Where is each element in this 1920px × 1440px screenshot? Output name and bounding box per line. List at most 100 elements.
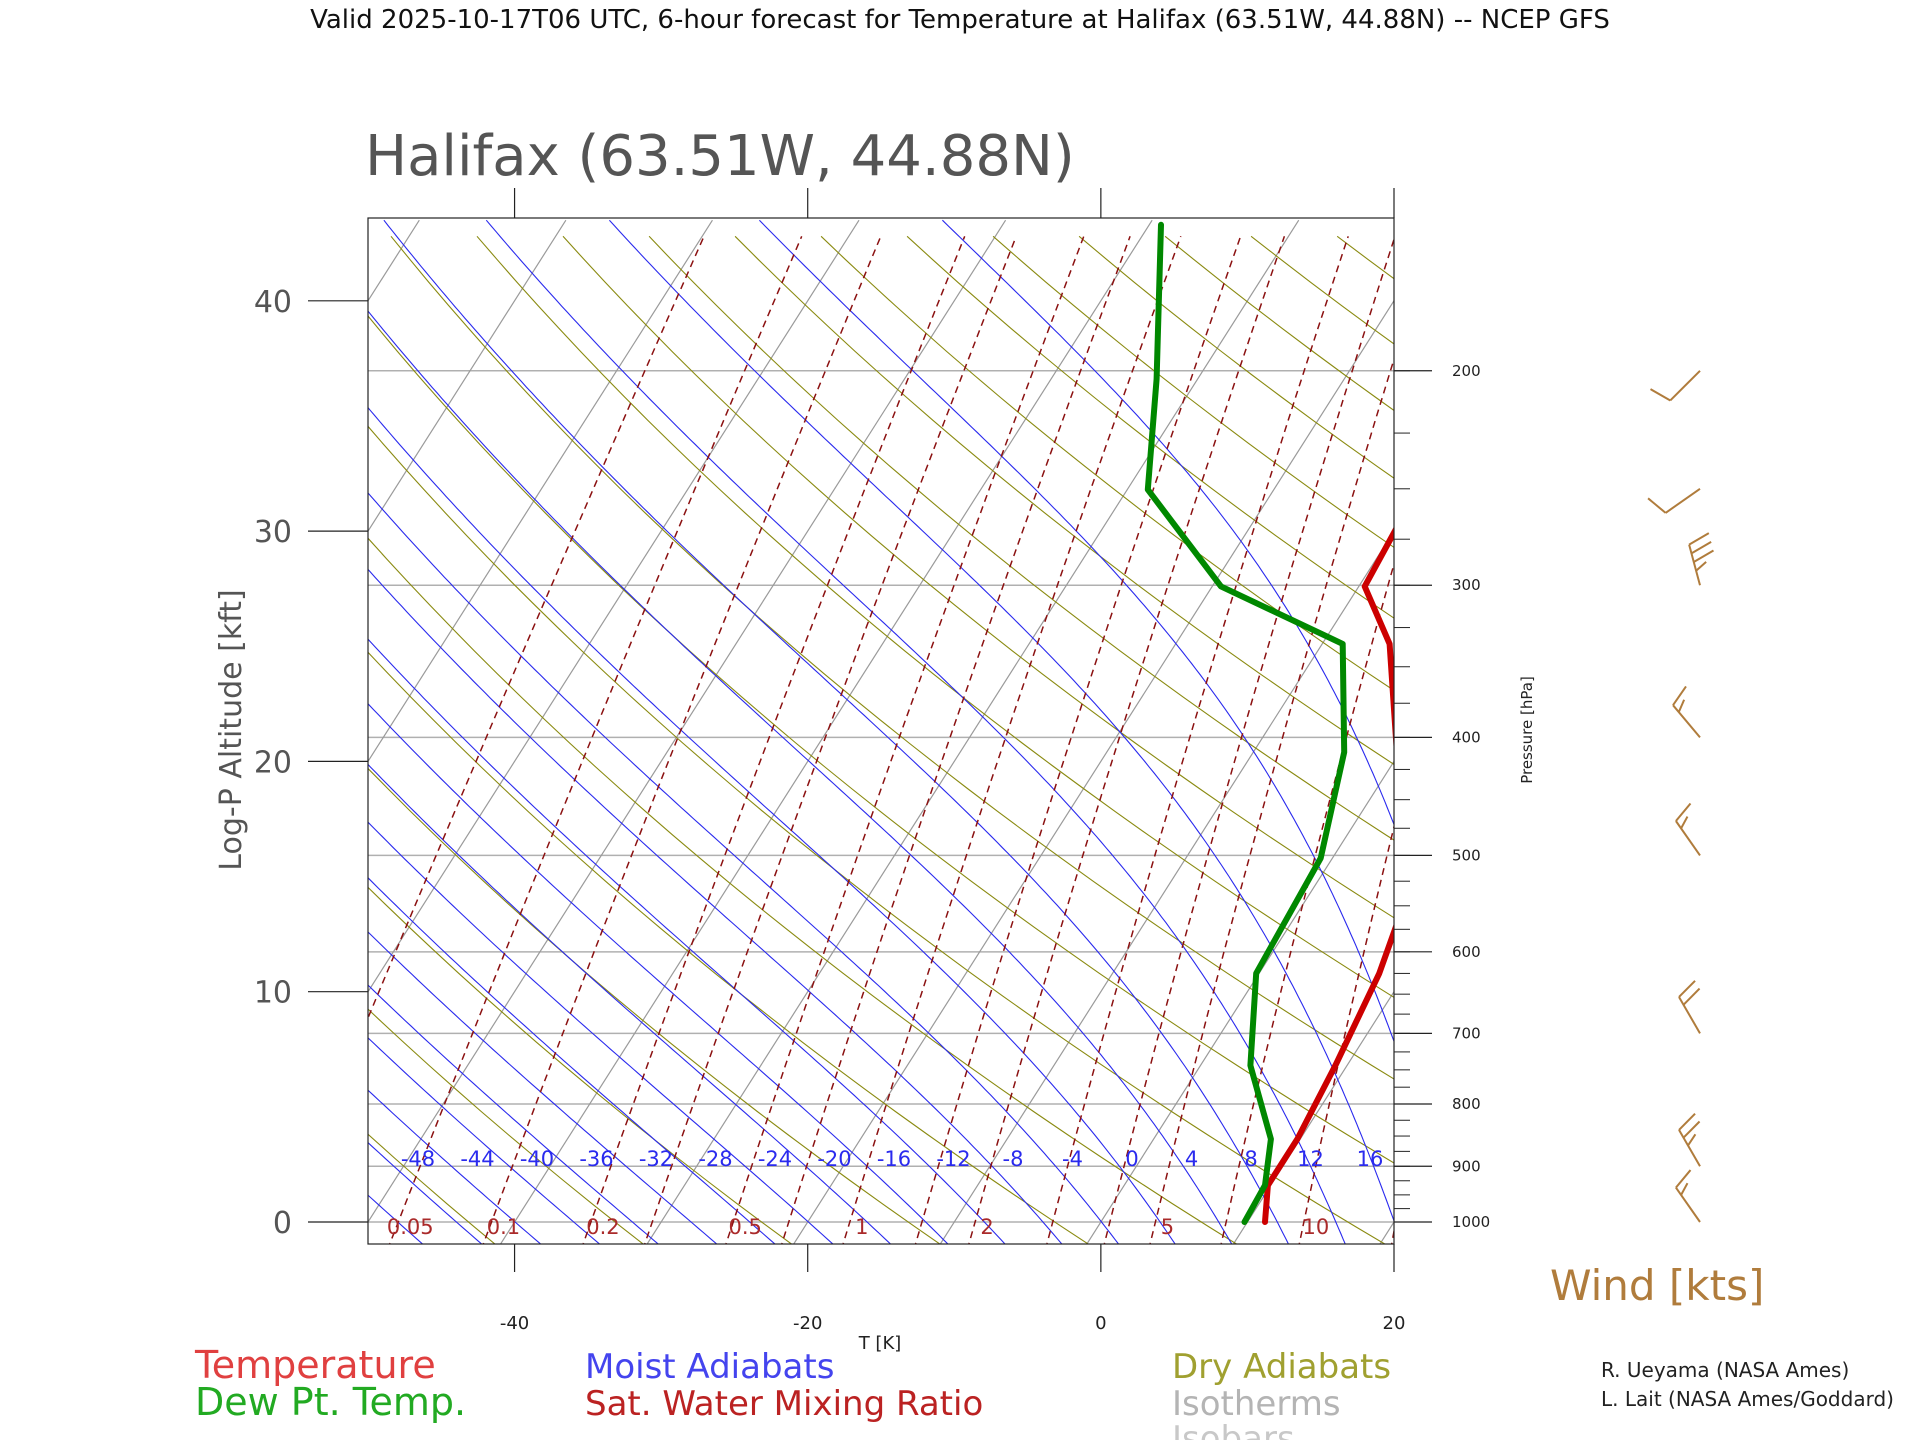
wind-barb-staff <box>1665 487 1701 514</box>
x-tick-label: 20 <box>1383 1313 1406 1334</box>
dry-adiabat <box>368 1133 496 1244</box>
moist-adiabat <box>368 310 1233 1244</box>
credit-line-1: R. Ueyama (NASA Ames) <box>1601 1358 1849 1382</box>
mixing-ratio-line <box>482 236 882 1244</box>
moist-adiabat-label: -20 <box>817 1147 851 1171</box>
legend-dry-adiabats: Dry Adiabats <box>1172 1347 1391 1387</box>
moist-adiabat <box>368 1037 601 1244</box>
moist-adiabat <box>368 1089 542 1244</box>
moist-adiabat <box>942 219 1394 826</box>
legend-isobars: Isobars <box>1172 1419 1295 1440</box>
wind-barb-feather <box>1690 540 1712 555</box>
page-header: Valid 2025-10-17T06 UTC, 6-hour forecast… <box>310 5 1610 35</box>
wind-barb-feather <box>1678 980 1696 998</box>
dry-adiabat <box>1164 235 1394 412</box>
moist-adiabat <box>368 877 776 1244</box>
moist-adiabat-label: 4 <box>1185 1147 1198 1171</box>
dry-adiabat <box>0 236 353 1249</box>
isotherm-line <box>1523 220 1920 1249</box>
moist-adiabat-label: -4 <box>1062 1147 1083 1171</box>
isotherm-line <box>939 529 1394 1244</box>
wind-barb-staff <box>1678 1129 1701 1167</box>
wind-barb-feather <box>1672 685 1687 706</box>
mixing-ratio-label: 10 <box>1303 1215 1330 1239</box>
dry-adiabat <box>1423 236 1920 1249</box>
pressure-tick-label: 800 <box>1452 1095 1481 1113</box>
wind-barb-feather <box>1695 561 1707 572</box>
wind-barb <box>1647 487 1701 514</box>
moist-adiabat <box>0 756 193 1251</box>
dry-adiabat <box>906 235 1394 619</box>
pressure-tick-label: 200 <box>1452 362 1481 380</box>
dry-adiabat <box>1509 236 1920 1249</box>
mixing-ratio-line <box>968 236 1286 1244</box>
isotherm-line <box>1086 760 1394 1244</box>
isotherm-line <box>499 219 1153 1244</box>
moist-adiabat-labels: -48 -44 -40 -36 -32 -28 -24 -20 -16 -12 -8 -4 0 4 8 12 1… <box>401 1147 1384 1171</box>
chart-axes: -40 -20 0 200102030402003004005006007008009… <box>254 188 1490 1334</box>
y-tick-label: 20 <box>254 745 292 780</box>
moist-adiabat-label: -32 <box>639 1147 673 1171</box>
x-tick-label: -40 <box>500 1313 529 1334</box>
wind-barb-feather <box>1682 987 1701 1006</box>
dry-adiabat <box>368 886 793 1244</box>
dry-adiabat <box>1853 236 1920 1249</box>
pressure-tick-label: 400 <box>1452 728 1481 746</box>
moist-adiabat-label: -44 <box>460 1147 494 1171</box>
dry-adiabat <box>368 537 1238 1244</box>
moist-adiabat <box>368 703 949 1244</box>
dry-adiabat <box>0 236 204 1249</box>
wind-barb-feather <box>1675 1169 1692 1189</box>
legend-mixing-ratio: Sat. Water Mixing Ratio <box>585 1384 983 1424</box>
wind-barb <box>1650 370 1701 402</box>
moist-adiabat <box>485 219 1346 1244</box>
credit-line-2: L. Lait (NASA Ames/Goddard) <box>1601 1387 1894 1411</box>
wind-barb-staff <box>1678 996 1701 1034</box>
wind-barb <box>1678 980 1701 1034</box>
moist-adiabat <box>759 219 1394 1043</box>
pressure-axis-label: Pressure [hPa] <box>1518 676 1536 784</box>
dry-adiabat <box>368 651 1090 1244</box>
moist-adiabat-label: -36 <box>579 1147 613 1171</box>
pressure-tick-label: 900 <box>1452 1157 1481 1175</box>
moist-adiabat <box>368 763 892 1244</box>
dry-adiabat <box>368 767 941 1244</box>
moist-adiabat-label: -28 <box>698 1147 732 1171</box>
legend-isotherms: Isotherms <box>1172 1384 1341 1424</box>
mixing-ratio-line <box>388 236 803 1244</box>
mixing-ratio-line <box>1298 823 1394 1244</box>
mixing-ratio-line <box>914 236 1242 1244</box>
y-tick-label: 40 <box>254 285 292 320</box>
isotherm-line <box>793 299 1394 1244</box>
mixing-ratio-line <box>725 236 1085 1244</box>
pressure-tick-label: 300 <box>1452 576 1481 594</box>
moist-adiabat-label: -40 <box>520 1147 554 1171</box>
isotherm-line <box>0 220 126 1249</box>
moist-adiabat-label: -8 <box>1003 1147 1024 1171</box>
moist-adiabat <box>0 796 133 1251</box>
dry-adiabat <box>1250 235 1394 345</box>
dry-adiabat <box>734 235 1394 766</box>
wind-barb-feather <box>1680 1182 1689 1196</box>
chart-title: Halifax (63.51W, 44.88N) <box>365 124 1075 189</box>
isotherm-line <box>646 219 1300 1244</box>
mixing-ratio-line <box>1046 236 1349 1244</box>
moist-adiabat <box>0 831 74 1251</box>
wind-barb-staff <box>1688 544 1701 586</box>
dry-adiabat <box>648 235 1394 841</box>
x-tick-label: 0 <box>1095 1313 1106 1334</box>
moist-adiabat-lines <box>0 219 1394 1251</box>
mixing-ratio-label: 0.5 <box>728 1215 761 1239</box>
moist-adiabat <box>368 568 1063 1244</box>
dry-adiabat <box>1595 236 1920 1249</box>
moist-adiabat-label: -24 <box>758 1147 792 1171</box>
mixing-ratio-line <box>368 235 705 1020</box>
wind-barb-feather <box>1647 497 1667 514</box>
dry-adiabat <box>368 1008 645 1244</box>
wind-barb-feather <box>1650 388 1671 402</box>
mixing-ratio-line <box>842 236 1182 1244</box>
wind-barb-feather <box>1693 549 1714 563</box>
moist-adiabat-label: -16 <box>877 1147 911 1171</box>
moist-adiabat-label: 12 <box>1297 1147 1324 1171</box>
wind-barb-feather <box>1677 699 1686 713</box>
